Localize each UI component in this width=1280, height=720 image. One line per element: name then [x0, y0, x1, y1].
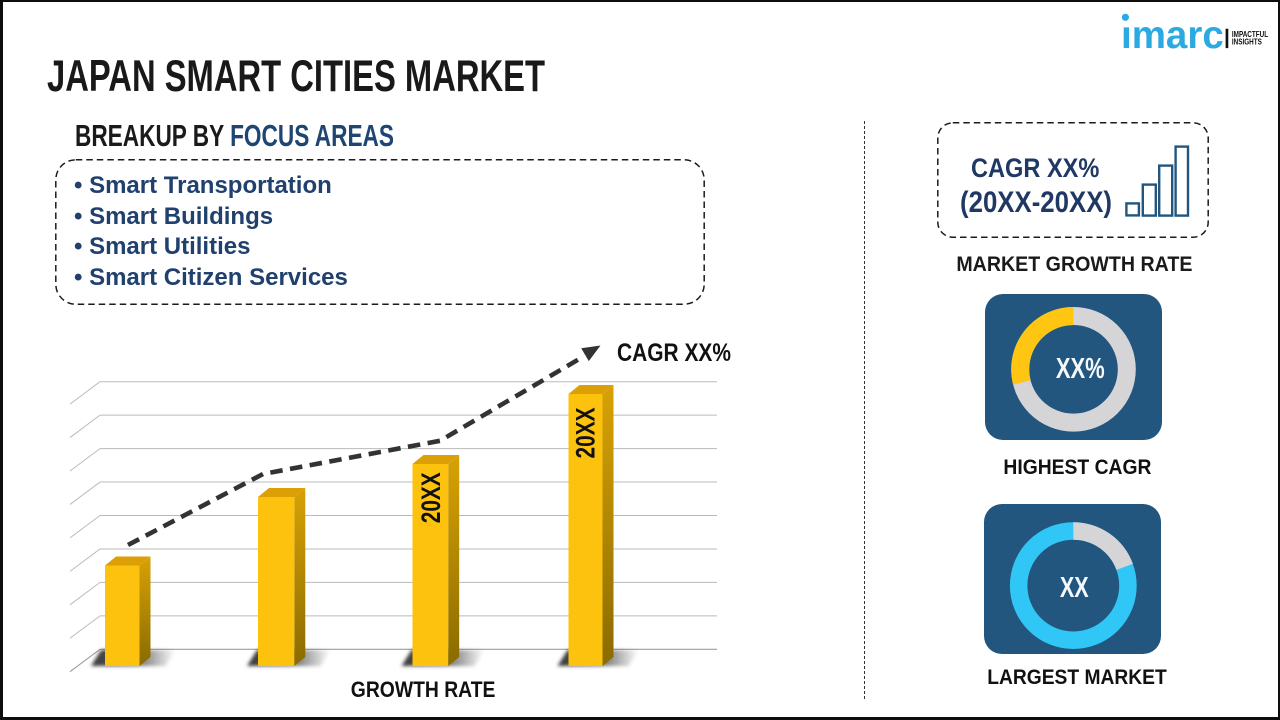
svg-text:IMPACTFUL: IMPACTFUL [1232, 30, 1268, 39]
svg-text:ımarc: ımarc [1121, 14, 1224, 57]
svg-text:20XX: 20XX [416, 472, 446, 523]
svg-text:XX: XX [1060, 572, 1089, 604]
svg-text:CAGR XX%: CAGR XX% [617, 338, 731, 366]
svg-text:20XX: 20XX [571, 407, 601, 458]
svg-text:INSIGHTS: INSIGHTS [1232, 37, 1262, 46]
svg-text:XX%: XX% [1055, 353, 1104, 385]
svg-text:GROWTH RATE: GROWTH RATE [351, 678, 496, 702]
